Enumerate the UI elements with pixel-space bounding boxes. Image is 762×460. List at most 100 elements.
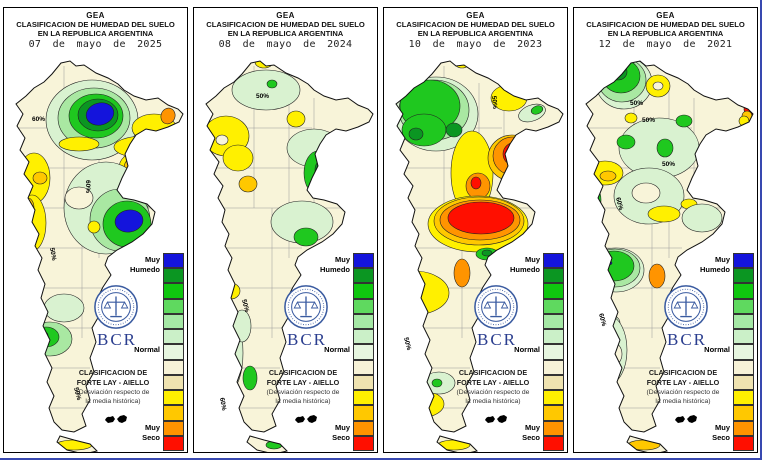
legend-swatch [353,329,374,345]
panel-title-line3: EN LA REPUBLICA ARGENTINA [37,29,154,38]
clasif-line3: (Desviación respecto de [266,389,340,397]
legend-swatch [733,405,754,421]
clasif-line3: (Desviación respecto de [76,389,150,397]
legend-label-normal: Normal [704,345,730,354]
legend-swatch [353,313,374,330]
argentina-map: 50% 50% 60% [194,8,377,452]
legend-swatch [353,298,374,314]
svg-text:50%: 50% [490,96,498,110]
svg-text:50%: 50% [72,387,82,402]
clasif-line2: FORTE LAY - AIELLO [266,377,340,387]
malvinas-islands-icon [294,412,320,424]
legend-swatch [353,359,374,375]
legend-label-muy-seco: Muy Seco [712,423,730,442]
legend-label-normal: Normal [134,345,160,354]
bcr-logo-text: BCR [666,330,708,349]
legend-swatch [543,374,564,391]
classification-note: CLASIFICACION DE FORTE LAY - AIELLO (Des… [617,368,749,407]
panel-date: 10 de mayo de 2023 [408,39,543,50]
clasif-line3: (Desviación respecto de [646,389,720,397]
legend-swatch [163,374,184,391]
legend-swatch [733,329,754,345]
bcr-logo-text: BCR [286,330,328,349]
legend-label-normal: Normal [514,345,540,354]
legend-swatch [163,298,184,314]
panel-date: 07 de mayo de 2025 [28,39,163,50]
svg-text:50%: 50% [630,100,643,107]
legend-swatch [543,283,564,299]
legend-swatch [733,268,754,284]
svg-text:50%: 50% [48,247,57,261]
map-panel-2023: 50% 50% GEA CLASIFICACION DE HUMEDAD DEL … [383,7,568,453]
clasif-line2: FORTE LAY - AIELLO [456,377,530,387]
bcr-seal-icon [93,284,139,330]
svg-text:60%: 60% [32,116,45,123]
panel-title-gea: GEA [86,11,105,20]
legend-color-bar [163,253,184,452]
panel-title-line3: EN LA REPUBLICA ARGENTINA [607,29,724,38]
legend-swatch [543,390,564,406]
legend-swatch [543,420,564,436]
legend-label-normal: Normal [324,345,350,354]
svg-text:60%: 60% [84,180,91,193]
panel-title-line3: EN LA REPUBLICA ARGENTINA [417,29,534,38]
clasif-line3: (Desviación respecto de [456,389,530,397]
panel-title-line2: CLASIFICACION DE HUMEDAD DEL SUELO [16,20,175,29]
panel-title-gea: GEA [276,11,295,20]
clasif-line4: la media histórica) [655,398,711,406]
svg-text:60%: 60% [218,397,227,411]
legend-swatch [163,253,184,269]
legend-swatch [543,313,564,330]
legend-swatch [163,359,184,375]
bcr-seal-icon [663,284,709,330]
panel-title-line2: CLASIFICACION DE HUMEDAD DEL SUELO [396,20,555,29]
panel-title-line3: EN LA REPUBLICA ARGENTINA [227,29,344,38]
clasif-line4: la media histórica) [465,398,521,406]
classification-note: CLASIFICACION DE FORTE LAY - AIELLO (Des… [47,368,179,407]
svg-text:60%: 60% [614,197,624,212]
legend-swatch [163,283,184,299]
legend-swatch [353,374,374,391]
argentina-map: 60% 60% 50% 50% [4,8,187,452]
legend-label-muy-seco: Muy Seco [142,423,160,442]
svg-text:60%: 60% [597,313,607,328]
legend-swatch [733,313,754,330]
legend-swatch [543,435,564,452]
panel-date: 12 de mayo de 2021 [598,39,733,50]
bcr-seal-icon [473,284,519,330]
legend-swatch [733,253,754,269]
legend-swatch [543,253,564,269]
legend-swatch [733,344,754,360]
classification-note: CLASIFICACION DE FORTE LAY - AIELLO (Des… [237,368,369,407]
legend-swatch [163,420,184,436]
legend-swatch [163,390,184,406]
svg-text:50%: 50% [240,299,250,314]
clasif-line1: CLASIFICACION DE [78,368,148,377]
panel-title-gea: GEA [656,11,675,20]
argentina-map: 50% 50% [384,8,567,452]
legend-swatch [543,268,564,284]
svg-text:50%: 50% [662,161,675,168]
legend-color-bar [543,253,564,452]
legend-label-muy-seco: Muy Seco [332,423,350,442]
legend-swatch [543,359,564,375]
classification-note: CLASIFICACION DE FORTE LAY - AIELLO (Des… [427,368,559,407]
legend-swatch [163,435,184,452]
legend-swatch [733,359,754,375]
legend-color-bar [733,253,754,452]
panel-title-line2: CLASIFICACION DE HUMEDAD DEL SUELO [586,20,745,29]
clasif-line1: CLASIFICACION DE [458,368,528,377]
legend-swatch [163,405,184,421]
legend-swatch [543,344,564,360]
malvinas-islands-icon [484,412,510,424]
svg-text:50%: 50% [256,93,269,100]
legend-label-muy-humedo: Muy Humedo [700,255,730,274]
clasif-line2: FORTE LAY - AIELLO [646,377,720,387]
malvinas-islands-icon [104,412,130,424]
legend-swatch [353,283,374,299]
legend-swatch [733,390,754,406]
legend-color-bar [353,253,374,452]
legend-swatch [163,329,184,345]
legend-swatch [353,420,374,436]
